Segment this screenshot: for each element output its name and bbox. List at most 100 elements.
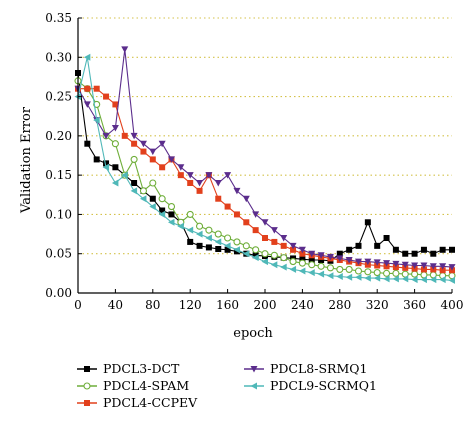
data-point — [374, 242, 381, 249]
data-point — [233, 187, 241, 195]
x-tick-label: 0 — [74, 298, 82, 312]
data-point — [261, 250, 269, 258]
data-point — [196, 187, 203, 194]
data-point — [139, 195, 147, 203]
data-point — [214, 180, 222, 187]
data-point — [131, 180, 138, 186]
data-point — [420, 276, 427, 284]
legend-entry: PDCL4-CCPEV — [77, 395, 198, 410]
data-point — [289, 242, 297, 250]
data-point — [401, 261, 409, 269]
data-point — [448, 276, 455, 284]
data-point — [102, 163, 110, 171]
data-point — [270, 227, 278, 234]
data-point — [93, 116, 100, 124]
data-point — [130, 155, 138, 163]
data-point — [355, 258, 362, 266]
legend-entry: PDCL9-SCRMQ1 — [244, 378, 377, 393]
data-point — [308, 257, 315, 263]
legend-label: PDCL3-DCT — [103, 361, 180, 376]
x-tick-label: 80 — [145, 298, 160, 312]
data-point — [224, 203, 231, 210]
data-point — [186, 172, 194, 179]
data-point — [402, 250, 409, 257]
legend-swatch-marker — [84, 366, 90, 372]
data-point — [364, 219, 371, 226]
data-point — [289, 258, 297, 266]
data-point — [373, 269, 381, 277]
y-tick-label: 0.15 — [45, 168, 72, 182]
data-point — [326, 264, 335, 272]
data-point — [355, 242, 362, 249]
y-tick-label: 0.20 — [45, 129, 72, 143]
x-tick-label: 40 — [108, 298, 123, 312]
data-point — [196, 242, 203, 249]
data-point — [196, 222, 204, 230]
series-line — [78, 88, 452, 271]
y-tick-label: 0.10 — [45, 207, 72, 221]
data-point — [326, 272, 334, 280]
series-line — [77, 72, 452, 262]
data-point — [158, 195, 166, 203]
data-point — [439, 267, 446, 274]
axes — [77, 17, 453, 294]
data-point — [84, 140, 91, 147]
x-tick-label: 160 — [216, 298, 239, 312]
data-point — [345, 257, 353, 264]
series-line — [77, 80, 452, 277]
data-point — [233, 211, 240, 218]
data-point — [308, 261, 316, 269]
legend: PDCL3-DCT PDCL4-SPAM PDCL4-CCPEV PDCL8-SRMQ… — [77, 361, 377, 410]
data-point — [429, 276, 437, 284]
data-point — [177, 164, 185, 171]
data-point — [205, 172, 213, 179]
data-point — [224, 234, 232, 242]
data-point — [383, 235, 390, 241]
data-point — [252, 211, 260, 218]
data-point — [130, 187, 138, 195]
x-axis-title: epoch — [233, 326, 273, 341]
data-point — [308, 250, 316, 258]
data-point — [139, 140, 147, 148]
data-point — [449, 246, 455, 253]
data-point — [336, 265, 344, 273]
data-point — [111, 125, 119, 132]
data-point — [318, 257, 325, 263]
data-point — [83, 101, 91, 108]
data-point — [308, 269, 315, 277]
data-point — [383, 275, 390, 283]
data-point — [430, 250, 437, 257]
x-tick-label: 360 — [403, 298, 426, 312]
data-point — [159, 164, 166, 171]
data-point — [205, 244, 212, 251]
data-point — [224, 246, 231, 253]
data-point — [252, 254, 259, 262]
data-point — [289, 265, 297, 273]
data-point — [243, 219, 250, 226]
data-point — [298, 259, 306, 267]
series-pdcl3-dct — [75, 70, 455, 264]
data-point — [242, 250, 250, 258]
data-point — [214, 230, 222, 238]
data-point — [355, 273, 362, 281]
data-point — [83, 53, 91, 61]
data-point — [215, 195, 222, 202]
data-point — [336, 255, 344, 262]
data-point — [121, 46, 129, 53]
data-point — [140, 148, 147, 155]
x-tick-label: 120 — [179, 298, 202, 312]
data-point — [336, 273, 343, 280]
data-point — [411, 250, 418, 257]
data-point — [233, 238, 241, 246]
data-point — [149, 195, 156, 202]
data-point — [121, 171, 128, 179]
tick-labels: 0.00 0.05 0.10 0.15 0.20 0.25 0.30 0.35 0 40 80 120… — [45, 11, 463, 312]
data-point — [326, 253, 334, 261]
data-point — [383, 260, 391, 267]
data-point — [158, 210, 166, 218]
series-pdcl9-scrmq1 — [74, 53, 455, 284]
data-point — [187, 238, 194, 245]
data-point — [345, 273, 353, 281]
data-point — [252, 246, 260, 254]
data-point — [111, 179, 119, 187]
